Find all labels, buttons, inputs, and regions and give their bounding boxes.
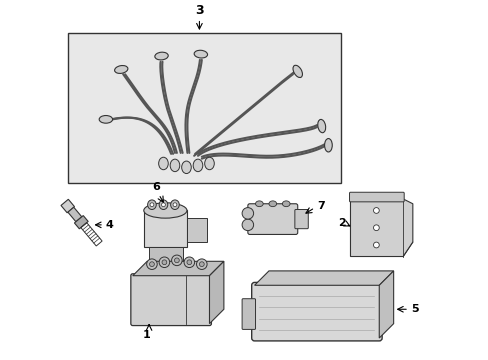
Ellipse shape xyxy=(114,66,128,73)
Ellipse shape xyxy=(317,120,325,133)
Polygon shape xyxy=(74,216,88,229)
Text: 7: 7 xyxy=(316,201,324,211)
Bar xyxy=(67,33,340,183)
FancyBboxPatch shape xyxy=(242,299,255,329)
Polygon shape xyxy=(350,199,412,257)
Polygon shape xyxy=(68,207,81,222)
Ellipse shape xyxy=(324,139,331,152)
Text: 1: 1 xyxy=(142,330,150,340)
Ellipse shape xyxy=(186,260,191,265)
Ellipse shape xyxy=(143,203,186,218)
Ellipse shape xyxy=(158,157,168,170)
Text: 5: 5 xyxy=(410,304,418,314)
Ellipse shape xyxy=(373,225,379,231)
Ellipse shape xyxy=(159,200,167,210)
Ellipse shape xyxy=(161,203,165,207)
FancyBboxPatch shape xyxy=(294,210,307,229)
Ellipse shape xyxy=(162,260,166,265)
Text: 3: 3 xyxy=(195,4,203,17)
Ellipse shape xyxy=(373,208,379,213)
Ellipse shape xyxy=(159,257,169,267)
Ellipse shape xyxy=(155,52,168,60)
FancyBboxPatch shape xyxy=(247,204,297,234)
FancyBboxPatch shape xyxy=(251,282,381,341)
Ellipse shape xyxy=(170,159,180,172)
Ellipse shape xyxy=(242,219,253,231)
Ellipse shape xyxy=(183,257,194,267)
FancyBboxPatch shape xyxy=(149,247,182,266)
Ellipse shape xyxy=(99,116,112,123)
Ellipse shape xyxy=(150,203,154,207)
Ellipse shape xyxy=(255,201,263,207)
Ellipse shape xyxy=(174,258,179,263)
Text: 2: 2 xyxy=(337,218,345,228)
Ellipse shape xyxy=(182,161,191,174)
Ellipse shape xyxy=(194,50,207,58)
Ellipse shape xyxy=(196,259,207,269)
Ellipse shape xyxy=(199,262,204,267)
Text: 6: 6 xyxy=(152,182,160,192)
Polygon shape xyxy=(132,261,224,276)
Ellipse shape xyxy=(173,203,177,207)
Polygon shape xyxy=(254,271,393,285)
Ellipse shape xyxy=(204,157,214,170)
Polygon shape xyxy=(379,271,393,338)
FancyBboxPatch shape xyxy=(349,192,404,202)
FancyBboxPatch shape xyxy=(131,274,211,325)
Ellipse shape xyxy=(149,262,154,267)
Polygon shape xyxy=(209,261,224,324)
Ellipse shape xyxy=(242,208,253,219)
Ellipse shape xyxy=(292,65,302,77)
Ellipse shape xyxy=(268,201,276,207)
Ellipse shape xyxy=(171,255,182,266)
Ellipse shape xyxy=(146,259,157,269)
FancyBboxPatch shape xyxy=(144,211,187,247)
Ellipse shape xyxy=(282,201,289,207)
Ellipse shape xyxy=(373,242,379,248)
Ellipse shape xyxy=(170,200,179,210)
FancyBboxPatch shape xyxy=(187,218,206,242)
Ellipse shape xyxy=(193,159,203,172)
Ellipse shape xyxy=(147,200,156,210)
Text: 4: 4 xyxy=(106,220,114,230)
Polygon shape xyxy=(61,199,74,213)
